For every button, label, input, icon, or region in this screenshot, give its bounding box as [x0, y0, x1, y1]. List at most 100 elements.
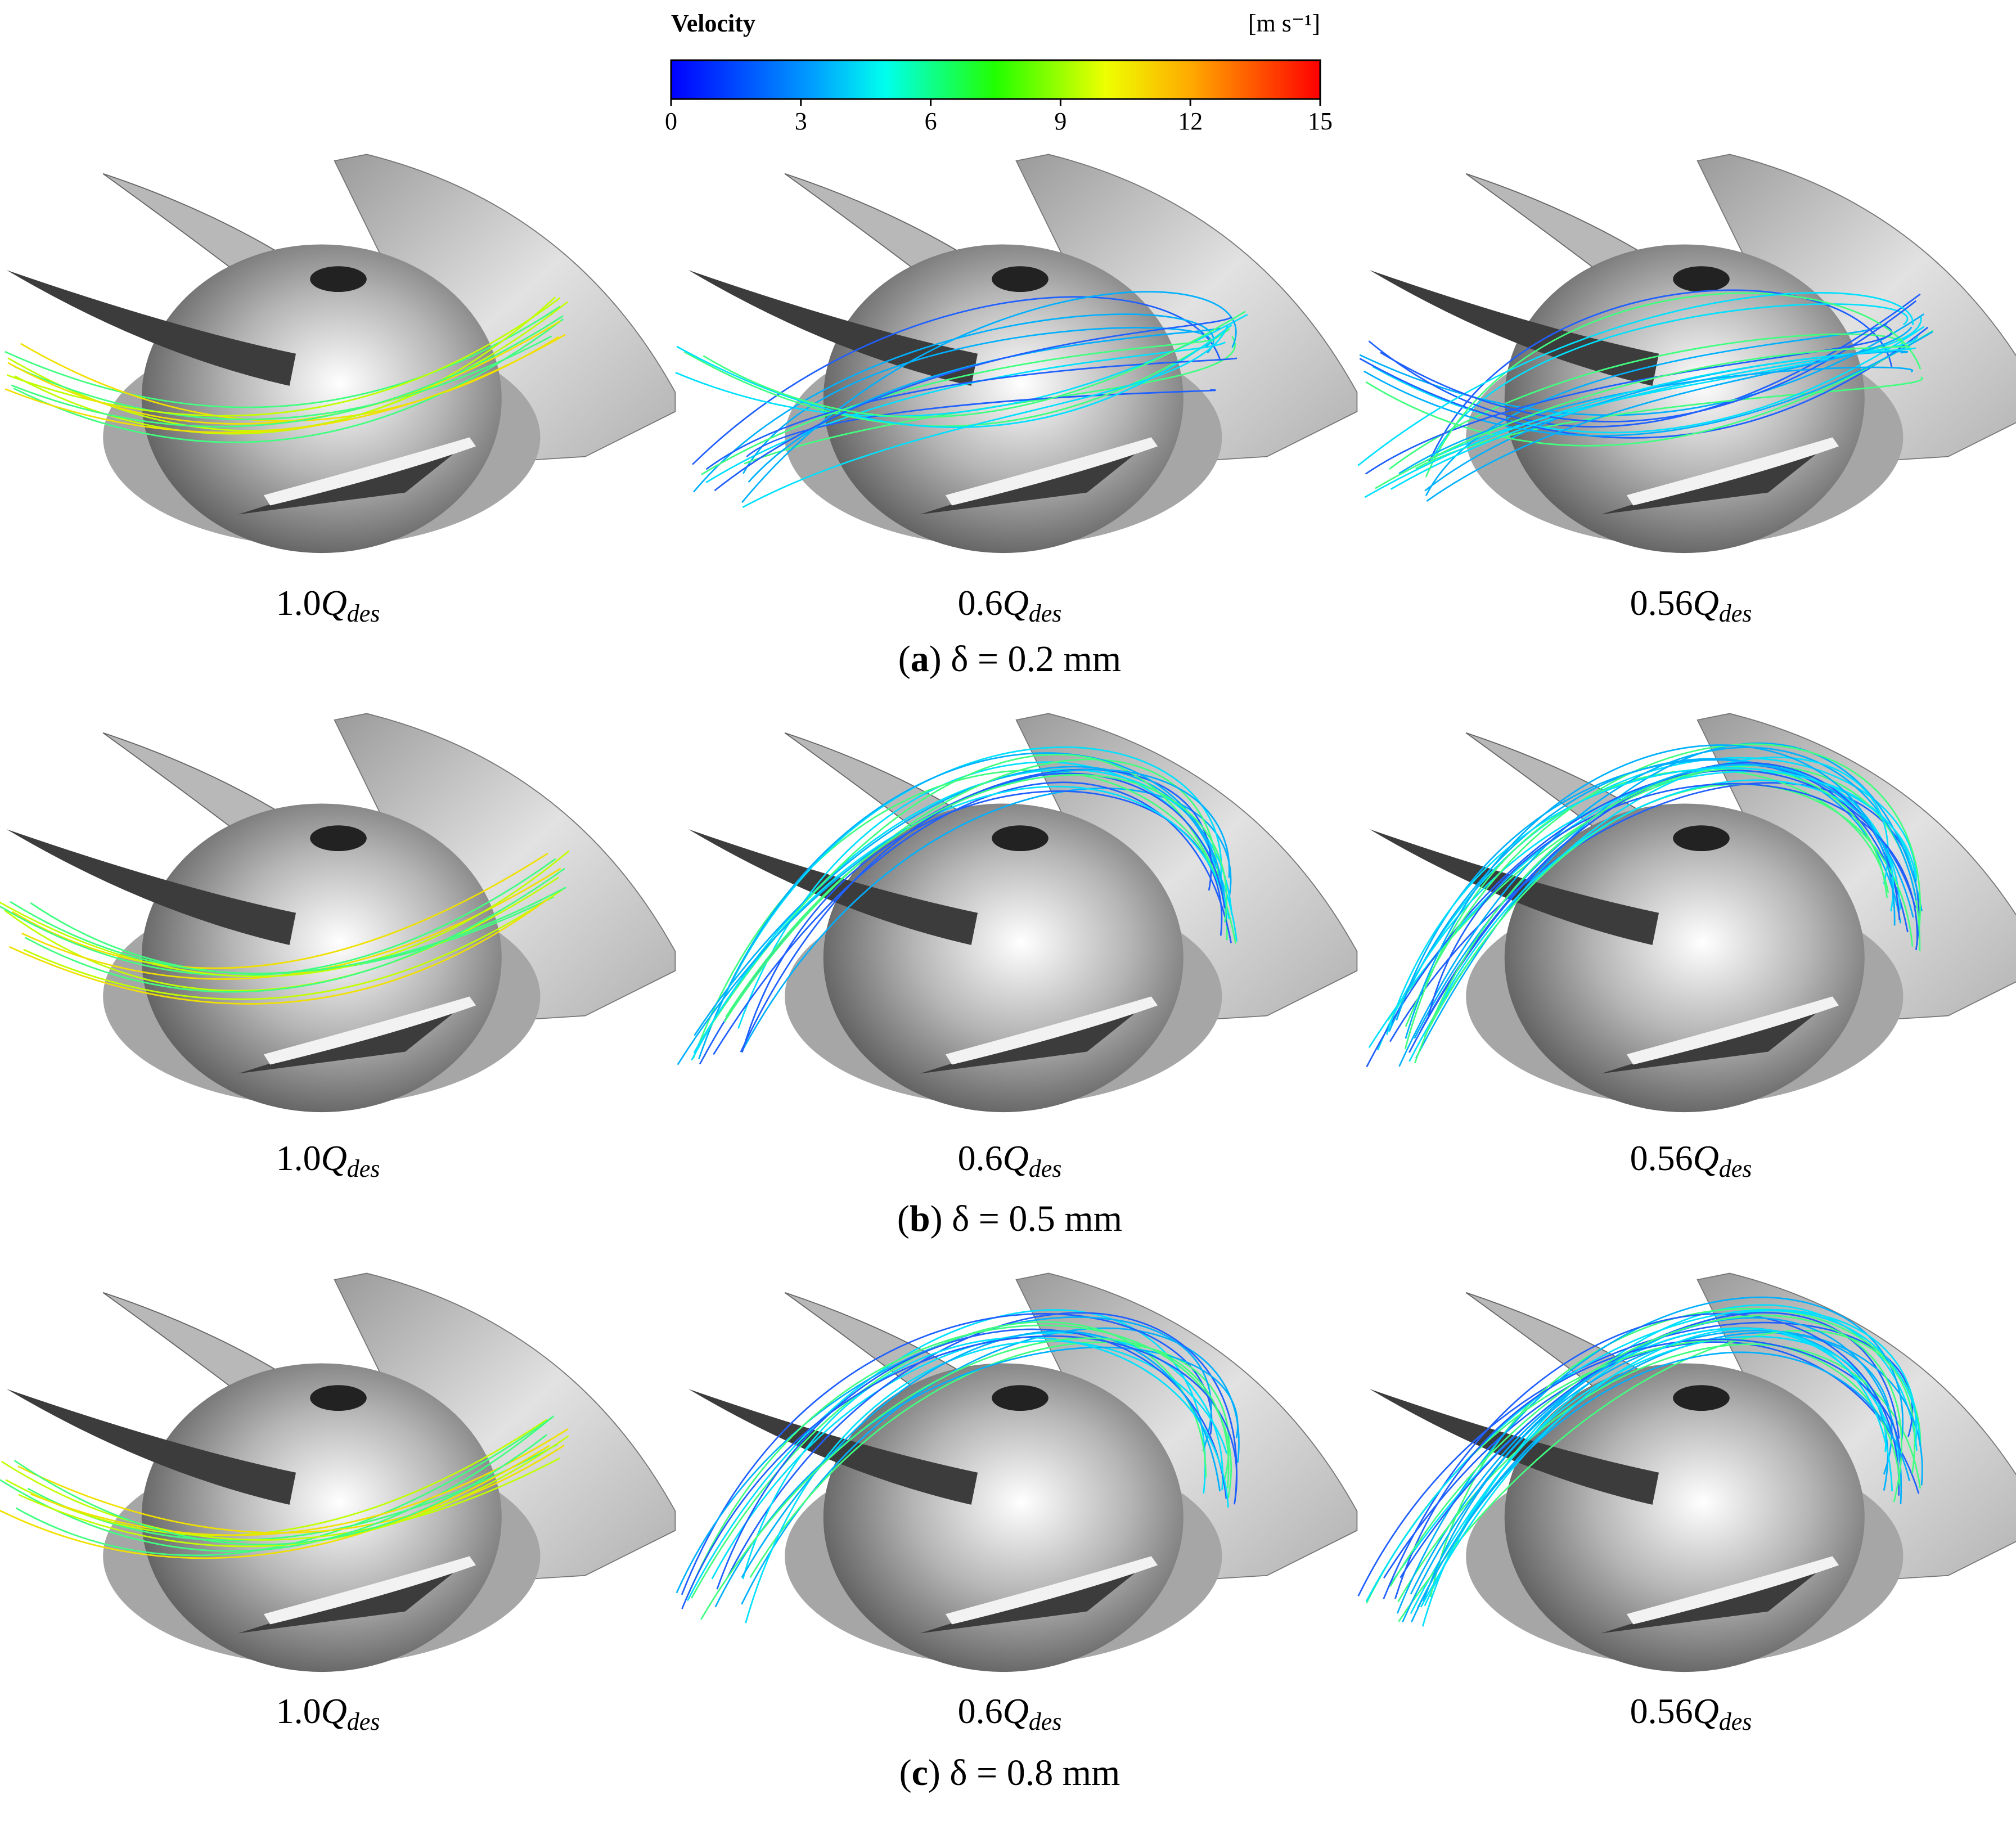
streamline: [740, 772, 1226, 1053]
colorbar: [670, 59, 1321, 100]
streamline: [714, 1346, 1239, 1608]
flow-subscript: des: [1029, 1155, 1062, 1182]
streamline: [741, 1330, 1221, 1578]
streamline: [30, 1428, 569, 1536]
impeller-render: [676, 1272, 1358, 1673]
streamline: [1364, 347, 1916, 498]
streamline: [10, 887, 567, 974]
streamline: [1383, 1341, 1920, 1578]
caption-letter: c: [912, 1752, 928, 1793]
streamline: [746, 389, 1217, 457]
caption-text: ) δ = 0.8 mm: [928, 1752, 1120, 1793]
streamline: [1405, 744, 1896, 1039]
impeller-render: [4, 154, 676, 554]
streamline: [1426, 326, 1912, 502]
streamline: [8, 899, 548, 1005]
streamline: [1425, 323, 1888, 496]
flow-symbol: Q: [1003, 1138, 1029, 1178]
streamline: [1359, 313, 1925, 416]
caption-open: (: [897, 1198, 910, 1239]
row-caption: (a) δ = 0.2 mm: [898, 638, 1121, 680]
streamline: [692, 296, 1221, 465]
flow-label: 1.0Qdes: [276, 1691, 380, 1735]
streamline: [705, 357, 1238, 470]
streamline: [1431, 303, 1909, 460]
streamline: [1359, 326, 1929, 439]
streamline: [1396, 1296, 1904, 1614]
streamline: [686, 1309, 1206, 1602]
colorbar-tick-label: 3: [795, 107, 807, 135]
flow-subscript: des: [1029, 1708, 1062, 1735]
streamline: [716, 1328, 1227, 1590]
flow-symbol: Q: [1693, 1691, 1719, 1731]
caption-text: ) δ = 0.5 mm: [930, 1198, 1122, 1239]
flow-prefix: 0.56: [1630, 583, 1693, 623]
streamline: [0, 858, 556, 977]
colorbar-tick-label: 6: [925, 107, 937, 135]
flow-symbol: Q: [1693, 1138, 1719, 1178]
streamline: [1414, 767, 1888, 1063]
row-caption: (c) δ = 0.8 mm: [899, 1752, 1120, 1793]
streamline: [7, 320, 561, 425]
impeller-render: [675, 154, 1358, 554]
streamline: [1365, 325, 1893, 475]
flow-prefix: 1.0: [276, 1691, 321, 1731]
flow-label: 1.0Qdes: [276, 583, 380, 627]
impeller-render: [677, 713, 1358, 1113]
streamline: [4, 876, 560, 992]
streamline: [24, 867, 565, 993]
flow-subscript: des: [1719, 1155, 1752, 1182]
streamline: [1416, 1351, 1910, 1609]
streamline: [17, 1445, 565, 1534]
streamline: [1402, 1317, 1902, 1623]
streamline: [727, 1312, 1238, 1578]
flow-symbol: Q: [321, 583, 347, 623]
streamline: [725, 774, 1227, 1018]
impeller-render: [0, 1272, 676, 1673]
streamline: [713, 781, 1232, 1055]
streamline: [1420, 1328, 1893, 1608]
flow-label: 0.6Qdes: [958, 1691, 1062, 1735]
streamline: [4, 305, 561, 408]
streamline: [15, 335, 552, 420]
streamline: [1411, 1332, 1893, 1623]
impeller-render: [1357, 154, 2016, 554]
streamline: [13, 318, 564, 443]
streamline: [697, 753, 1237, 1046]
caption-letter: a: [911, 638, 929, 680]
flow-symbol: Q: [1003, 583, 1029, 623]
streamline: [711, 746, 1222, 1024]
streamline: [681, 1313, 1213, 1595]
impeller-render: [1357, 1272, 2016, 1673]
streamline: [1400, 1312, 1900, 1578]
flow-subscript: des: [1719, 600, 1752, 627]
streamline: [745, 1340, 1228, 1623]
flow-prefix: 1.0: [276, 1138, 321, 1178]
streamline: [0, 1445, 550, 1559]
streamline: [694, 766, 1227, 1036]
streamline: [1368, 293, 1921, 428]
flow-prefix: 0.56: [1630, 1138, 1693, 1178]
flow-prefix: 0.6: [958, 1138, 1003, 1178]
colorbar-tick-label: 9: [1054, 107, 1066, 135]
streamline: [14, 301, 569, 435]
caption-text: ) δ = 0.2 mm: [929, 638, 1121, 680]
streamline: [1357, 1321, 1914, 1596]
streamline: [723, 758, 1219, 1023]
flow-prefix: 0.6: [958, 1691, 1003, 1731]
streamline: [1398, 366, 1914, 475]
streamline: [1365, 330, 1934, 447]
caption-letter: b: [910, 1198, 930, 1239]
impeller: [6, 713, 676, 1113]
flow-symbol: Q: [321, 1691, 347, 1731]
streamline: [0, 1415, 555, 1552]
flow-prefix: 1.0: [276, 583, 321, 623]
streamline: [1357, 291, 1914, 466]
streamline: [701, 338, 1212, 475]
streamline: [676, 1316, 1212, 1594]
flow-symbol: Q: [1003, 1691, 1029, 1731]
flow-label: 0.6Qdes: [958, 1138, 1062, 1182]
streamline: [0, 850, 570, 978]
flow-symbol: Q: [1693, 583, 1719, 623]
row-caption: (b) δ = 0.5 mm: [897, 1198, 1122, 1239]
